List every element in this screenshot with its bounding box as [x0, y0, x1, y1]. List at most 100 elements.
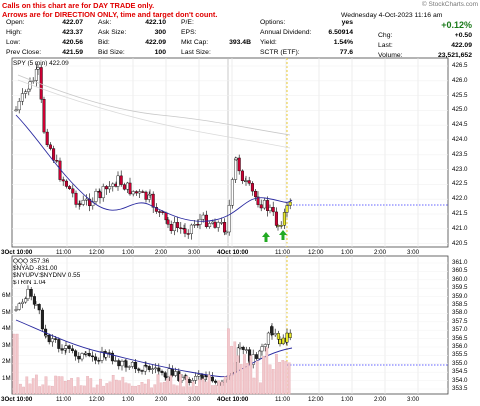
candle-body: [176, 222, 180, 229]
volume-bar: [191, 381, 195, 395]
quote-box: Open: 422.07 High: 423.37 Low: 420.56 Pr…: [6, 12, 472, 59]
mkt-cap-value: 393.4B: [229, 39, 251, 46]
candle-body: [52, 148, 56, 161]
volume-bar: [73, 386, 77, 395]
candle-body: [234, 157, 238, 160]
ask-value: 422.10: [145, 19, 166, 26]
candle-body: [262, 200, 266, 209]
qqq-candle-body: [160, 370, 164, 373]
candle-body: [119, 175, 123, 185]
upper-y-tick: 424.5: [452, 121, 468, 129]
lower-x-tick: 2:00: [155, 396, 168, 403]
volume-bar: [172, 384, 176, 395]
bid-size-label: Bid Size:: [98, 49, 125, 56]
dividend-label: Annual Dividend:: [260, 29, 312, 36]
trade-note: Calls on this chart are for DAY TRADE on…: [2, 1, 217, 19]
candle-body: [144, 191, 148, 200]
candle-body: [148, 193, 152, 196]
qqq-candle-body: [167, 368, 171, 378]
candle-body: [20, 93, 24, 102]
volume-bar: [281, 360, 285, 395]
candle-body: [237, 157, 241, 172]
qqq-candle-body: [117, 360, 121, 367]
high-label: High:: [6, 29, 22, 36]
volume-bar: [47, 385, 51, 395]
upper-y-tick: 425.5: [452, 91, 468, 99]
candle-body: [240, 170, 244, 182]
qqq-candle-body: [278, 339, 282, 345]
lower-y-tick: 359.0: [452, 292, 468, 300]
lower-y-tick: 357.5: [452, 317, 468, 325]
dividend-value: 6.50914: [328, 29, 353, 36]
volume-bar: [223, 376, 227, 395]
lower-x-tick: 12:00: [89, 396, 105, 403]
qqq-title: QQQ 357.36: [13, 258, 50, 265]
volume-bar: [131, 385, 134, 395]
volume-bar: [265, 347, 269, 395]
watermark: © StockCharts.com: [421, 1, 478, 8]
volume-bar: [211, 385, 214, 395]
lower-x-tick: 11:00: [275, 396, 291, 403]
qqq-candle-body: [266, 332, 270, 345]
candle-body: [179, 227, 183, 230]
chg-value: +0.50: [454, 32, 472, 39]
pe-label: P/E:: [181, 19, 194, 26]
lower-x-tick: 3Oct 10:00: [1, 396, 33, 403]
candle-body: [151, 193, 155, 208]
candle-body: [134, 191, 138, 194]
bid-value: 422.09: [145, 39, 166, 46]
volume-bar: [12, 333, 16, 395]
volume-bar: [134, 385, 137, 395]
bid-size-value: 100: [154, 49, 166, 56]
prev-close-label: Prev Close:: [6, 49, 42, 56]
volume-label: Volume:: [378, 52, 403, 59]
candle-body: [64, 180, 68, 187]
volume-bar: [230, 345, 233, 395]
direction-arrow-icon: [279, 230, 287, 240]
qqq-candle-body: [114, 360, 118, 362]
volume-bar: [99, 378, 102, 395]
qqq-candle-body: [288, 332, 292, 338]
upper-x-tick: 4Oct 10:00: [217, 249, 249, 256]
volume-bar: [262, 355, 265, 395]
candle-body: [45, 131, 49, 146]
candle-body: [285, 205, 289, 213]
nyad-title: $NYAD -831.00: [13, 265, 58, 272]
upper-x-tick: 3Oct 10:00: [1, 249, 33, 256]
candle-body: [122, 184, 126, 190]
volume-bar: [121, 376, 125, 395]
candle-body: [84, 198, 88, 201]
candle-body: [98, 191, 102, 199]
mkt-cap-label: Mkt Cap:: [181, 39, 209, 46]
lower-x-tick: 12:00: [308, 396, 324, 403]
ask-size-value: 300: [154, 29, 166, 36]
volume-bar: [76, 377, 80, 395]
qqq-candle-body: [50, 338, 54, 343]
pct-change: +0.12%: [441, 20, 472, 30]
volume-tick: 6M: [2, 292, 11, 299]
candle-body: [230, 179, 234, 206]
qqq-candle-body: [164, 376, 168, 378]
qqq-candle-body: [187, 378, 191, 383]
candle-body: [288, 201, 292, 206]
qqq-candle-body: [40, 309, 44, 330]
candle-body: [198, 219, 202, 225]
qqq-candle-body: [54, 338, 58, 340]
qqq-candle-body: [67, 345, 71, 349]
candle-body: [116, 175, 120, 187]
options-label: Options:: [260, 19, 286, 26]
volume-bar: [156, 374, 160, 395]
volume-bar: [127, 383, 131, 395]
volume-bar: [31, 378, 35, 395]
qqq-candle-body: [107, 352, 111, 354]
spy-pane-title: SPY (5 min) 422.09: [13, 60, 69, 67]
volume-bar: [150, 387, 153, 395]
qqq-candle-body: [210, 376, 214, 382]
qqq-candle-body: [74, 350, 78, 357]
lower-y-tick: 360.0: [452, 275, 468, 283]
candle-body: [42, 99, 46, 133]
sctr-value: 77.6: [339, 49, 353, 56]
candle-body: [186, 233, 190, 235]
lower-x-tick: 2:00: [374, 396, 387, 403]
candle-body: [55, 160, 59, 162]
